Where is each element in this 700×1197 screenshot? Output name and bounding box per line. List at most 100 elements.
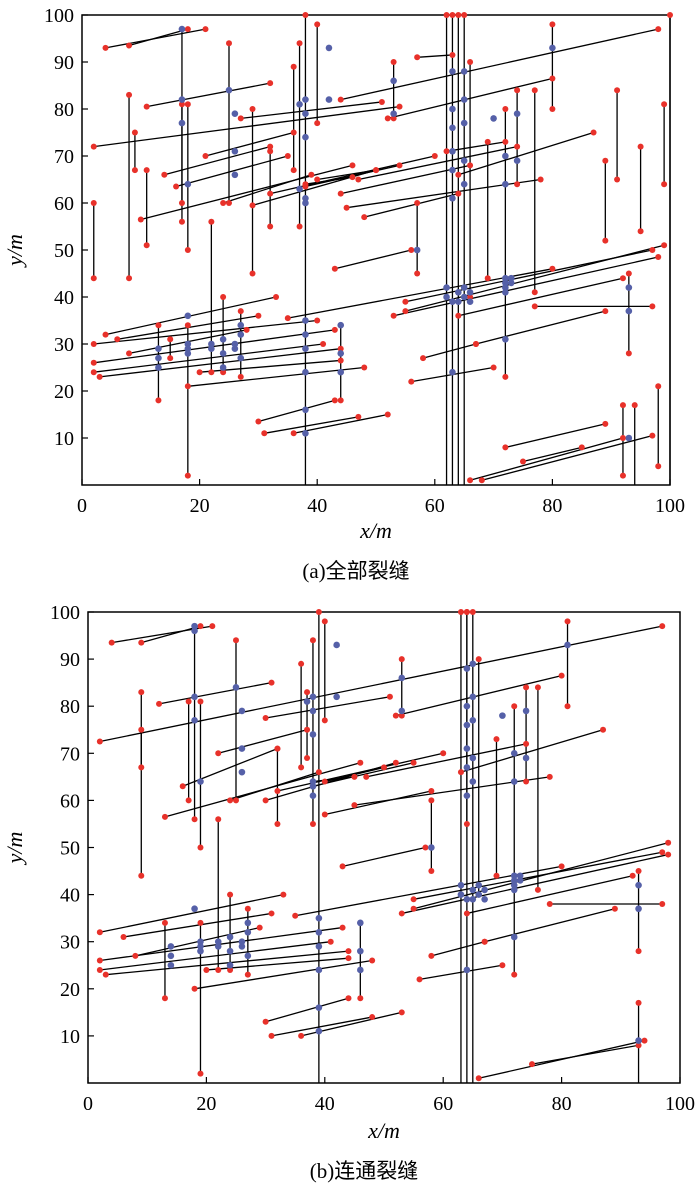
endpoint-marker	[184, 383, 191, 390]
intersection-marker	[398, 674, 406, 682]
endpoint-marker	[469, 609, 476, 615]
intersection-marker	[460, 293, 468, 301]
endpoint-marker	[203, 966, 210, 973]
endpoint-marker	[143, 167, 150, 174]
endpoint-marker	[649, 303, 656, 310]
intersection-marker	[184, 340, 192, 348]
endpoint-marker	[635, 999, 642, 1006]
endpoint-marker	[484, 138, 491, 145]
endpoint-marker	[321, 778, 328, 785]
fracture-segment	[317, 169, 377, 181]
endpoint-marker	[402, 308, 409, 315]
intersection-marker	[302, 317, 309, 324]
intersection-marker	[231, 340, 239, 348]
endpoint-marker	[132, 952, 139, 959]
endpoint-marker	[314, 120, 321, 127]
intersection-marker	[502, 279, 509, 287]
fracture-segment	[340, 164, 471, 195]
x-tick-label: 60	[433, 1093, 453, 1115]
endpoint-marker	[546, 901, 553, 908]
intersection-marker	[302, 195, 309, 202]
endpoint-marker	[173, 183, 180, 190]
fracture-segment	[358, 145, 518, 181]
intersection-marker	[466, 298, 474, 306]
endpoint-marker	[443, 12, 450, 18]
fracture-segment	[460, 729, 604, 773]
endpoint-marker	[637, 228, 644, 235]
endpoint-marker	[227, 797, 234, 804]
endpoint-marker	[339, 863, 346, 870]
endpoint-marker	[345, 995, 352, 1002]
intersection-marker	[309, 782, 317, 790]
endpoint-marker	[321, 811, 328, 818]
fracture-segment	[405, 249, 653, 303]
intersection-marker	[191, 627, 198, 635]
endpoint-marker	[143, 103, 150, 110]
intersection-marker	[244, 919, 252, 927]
endpoint-marker	[614, 176, 621, 183]
intersection-marker	[302, 110, 309, 117]
intersection-marker	[333, 693, 340, 701]
intersection-marker	[510, 750, 518, 757]
endpoint-marker	[661, 101, 668, 108]
intersection-marker	[333, 641, 340, 649]
endpoint-marker	[167, 336, 174, 343]
fracture-segment	[458, 131, 594, 176]
y-tick-label: 30	[54, 334, 74, 356]
intersection-marker	[302, 368, 309, 376]
endpoint-marker	[96, 373, 103, 380]
intersection-marker	[238, 768, 246, 776]
endpoint-marker	[292, 912, 299, 919]
endpoint-marker	[384, 411, 391, 418]
panel-caption: (b)连通裂缝	[310, 1159, 419, 1183]
intersection-marker	[191, 622, 198, 630]
endpoint-marker	[102, 331, 109, 338]
fracture-segment	[99, 941, 331, 971]
endpoint-marker	[321, 717, 328, 724]
intersection-marker	[449, 195, 456, 202]
fracture-segment	[484, 908, 616, 943]
endpoint-marker	[428, 952, 435, 959]
endpoint-marker	[315, 609, 322, 615]
intersection-marker	[167, 961, 175, 969]
intersection-marker	[469, 778, 477, 785]
y-tick-label: 20	[60, 979, 80, 1001]
endpoint-marker	[635, 1042, 642, 1049]
endpoint-marker	[108, 639, 115, 646]
y-tick-label: 40	[54, 287, 74, 309]
intersection-marker	[167, 943, 175, 950]
intersection-marker	[309, 693, 317, 701]
endpoint-marker	[233, 797, 239, 804]
endpoint-marker	[290, 63, 297, 70]
endpoint-marker	[467, 294, 474, 300]
endpoint-marker	[449, 12, 456, 18]
intersection-marker	[302, 133, 309, 141]
intersection-marker	[625, 307, 633, 315]
intersection-marker	[398, 707, 406, 715]
endpoint-marker	[296, 223, 303, 230]
intersection-marker	[449, 148, 456, 155]
fracture-lines	[93, 15, 671, 485]
endpoint-marker	[531, 303, 538, 310]
endpoint-marker	[611, 905, 618, 912]
endpoint-marker	[549, 21, 556, 28]
endpoint-marker	[268, 679, 275, 686]
endpoint-marker	[337, 96, 344, 103]
endpoint-marker	[155, 397, 162, 404]
endpoint-marker	[261, 430, 268, 437]
endpoint-marker	[197, 1070, 204, 1077]
endpoint-marker	[90, 275, 97, 282]
endpoint-marker	[156, 700, 163, 707]
intersection-marker	[502, 284, 509, 291]
endpoint-marker	[256, 924, 263, 931]
intersection-marker	[184, 312, 192, 320]
intersection-marker	[463, 721, 471, 729]
endpoint-marker	[243, 326, 250, 333]
endpoint-marker	[402, 298, 409, 305]
endpoint-marker	[215, 966, 222, 973]
endpoint-marker	[384, 115, 391, 122]
endpoint-marker	[102, 971, 109, 978]
fracture-segment	[531, 1044, 639, 1065]
endpoint-marker	[244, 905, 251, 912]
fracture-segment	[431, 941, 485, 957]
